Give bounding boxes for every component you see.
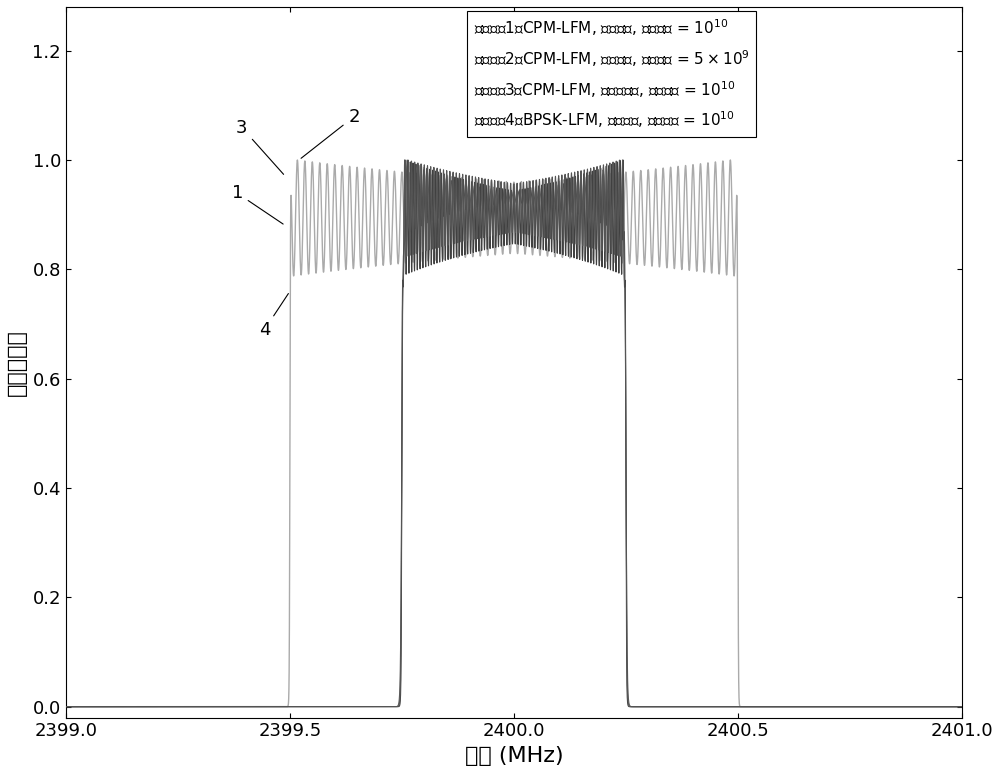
Text: 附图标记1为CPM-LFM, 矩形脉冲, 调频斜率 = $10^{10}$
附图标记2为CPM-LFM, 矩形脉冲, 调频斜率 = $5\times10^{9}: 附图标记1为CPM-LFM, 矩形脉冲, 调频斜率 = $10^{10}$ 附图… (474, 18, 750, 131)
Text: 1: 1 (232, 184, 283, 224)
Y-axis label: 归一化幅值: 归一化幅值 (7, 329, 27, 396)
Text: 4: 4 (259, 294, 288, 339)
Text: 2: 2 (301, 107, 360, 158)
Text: 3: 3 (236, 119, 284, 175)
X-axis label: 频率 (MHz): 频率 (MHz) (465, 746, 563, 766)
